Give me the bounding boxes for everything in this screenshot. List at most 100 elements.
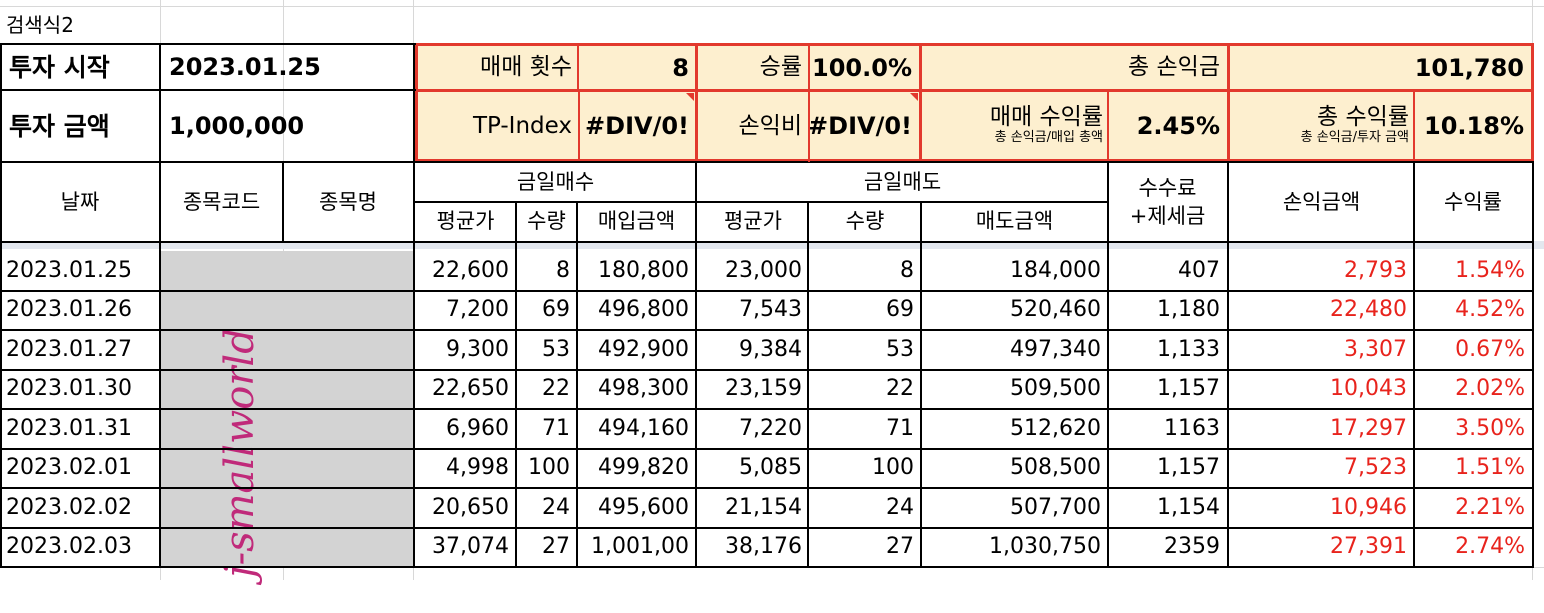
cell-sell-qty[interactable]: 27 [886, 534, 914, 560]
cell-buy-avg[interactable]: 7,200 [446, 297, 509, 323]
header-name[interactable]: 종목명 [319, 189, 377, 214]
cell-pnl[interactable]: 17,297 [1330, 415, 1407, 441]
cell-sell-qty[interactable]: 69 [886, 297, 914, 323]
cell-buy-amount[interactable]: 180,800 [598, 257, 689, 283]
cell-buy-amount[interactable]: 498,300 [598, 376, 689, 402]
cell-buy-avg[interactable]: 9,300 [446, 336, 509, 362]
cell-buy-avg[interactable]: 6,960 [446, 415, 509, 441]
cell-buy-avg[interactable]: 22,650 [432, 376, 509, 402]
cell-buy-amount[interactable]: 494,160 [598, 415, 689, 441]
trade-count-label[interactable]: 매매 횟수 [480, 54, 572, 80]
cell-pnl[interactable]: 10,043 [1330, 376, 1407, 402]
cell-sell-amount[interactable]: 497,340 [1010, 336, 1101, 362]
comment-indicator-icon[interactable] [910, 93, 918, 101]
cell-pnl[interactable]: 27,391 [1330, 534, 1407, 560]
win-rate-label[interactable]: 승률 [759, 54, 802, 80]
cell-sell-amount[interactable]: 509,500 [1010, 376, 1101, 402]
cell-return[interactable]: 2.74% [1455, 534, 1525, 560]
cell-sell-amount[interactable]: 512,620 [1010, 415, 1101, 441]
header-buy-group[interactable]: 금일매수 [516, 170, 595, 194]
cell-sell-avg[interactable]: 23,000 [725, 257, 802, 283]
sheet-label[interactable]: 검색식2 [6, 13, 74, 37]
cell-buy-qty[interactable]: 8 [556, 257, 570, 283]
header-code[interactable]: 종목코드 [182, 189, 261, 214]
cell-pnl[interactable]: 3,307 [1344, 336, 1407, 362]
cell-buy-qty[interactable]: 53 [542, 336, 570, 362]
cell-sell-amount[interactable]: 508,500 [1010, 455, 1101, 481]
cell-sell-avg[interactable]: 23,159 [725, 376, 802, 402]
cell-return[interactable]: 1.51% [1455, 455, 1525, 481]
cell-date[interactable]: 2023.02.02 [6, 494, 132, 520]
tp-index-value[interactable]: #DIV/0! [585, 112, 689, 140]
header-buy-avg[interactable]: 평균가 [436, 209, 495, 233]
total-return-label-cell[interactable]: 총 수익률 총 손익금/투자 금액 [1229, 91, 1414, 161]
cell-buy-avg[interactable]: 20,650 [432, 494, 509, 520]
cell-pnl[interactable]: 10,946 [1330, 494, 1407, 520]
pnl-ratio-value[interactable]: #DIV/0! [809, 112, 912, 140]
cell-buy-qty[interactable]: 24 [542, 494, 570, 520]
cell-sell-avg[interactable]: 9,384 [739, 336, 802, 362]
cell-pnl[interactable]: 2,793 [1344, 257, 1407, 283]
header-buy-amount[interactable]: 매입금액 [597, 209, 676, 233]
cell-date[interactable]: 2023.01.25 [6, 257, 132, 283]
cell-buy-qty[interactable]: 100 [528, 455, 570, 481]
cell-pnl[interactable]: 7,523 [1344, 455, 1407, 481]
cell-fee[interactable]: 407 [1178, 257, 1220, 283]
cell-sell-avg[interactable]: 7,220 [739, 415, 802, 441]
cell-sell-avg[interactable]: 7,543 [739, 297, 802, 323]
cell-sell-amount[interactable]: 1,030,750 [989, 534, 1101, 560]
cell-sell-amount[interactable]: 507,700 [1010, 494, 1101, 520]
comment-indicator-icon[interactable] [686, 93, 694, 101]
cell-buy-avg[interactable]: 22,600 [432, 257, 509, 283]
cell-buy-avg[interactable]: 37,074 [432, 534, 509, 560]
cell-sell-amount[interactable]: 520,460 [1010, 297, 1101, 323]
cell-return[interactable]: 4.52% [1455, 297, 1525, 323]
cell-buy-amount[interactable]: 496,800 [598, 297, 689, 323]
cell-date[interactable]: 2023.01.30 [6, 376, 132, 402]
cell-pnl[interactable]: 22,480 [1330, 297, 1407, 323]
cell-fee[interactable]: 2359 [1164, 534, 1220, 560]
header-sell-qty[interactable]: 수량 [845, 209, 885, 233]
header-buy-qty[interactable]: 수량 [527, 209, 566, 233]
total-pnl-label[interactable]: 총 손익금 [1128, 54, 1220, 80]
cell-sell-qty[interactable]: 24 [886, 494, 914, 520]
cell-sell-qty[interactable]: 8 [900, 257, 914, 283]
header-sell-amount[interactable]: 매도금액 [975, 209, 1054, 233]
header-fee[interactable]: 수수료 +제세금 [1108, 163, 1227, 241]
cell-fee[interactable]: 1,133 [1157, 336, 1220, 362]
cell-buy-amount[interactable]: 492,900 [598, 336, 689, 362]
cell-sell-avg[interactable]: 38,176 [725, 534, 802, 560]
tp-index-label[interactable]: TP-Index [472, 112, 572, 139]
header-sell-group[interactable]: 금일매도 [863, 170, 942, 194]
pnl-ratio-label[interactable]: 손익비 [738, 112, 802, 139]
cell-date[interactable]: 2023.02.03 [6, 534, 132, 560]
cell-return[interactable]: 2.21% [1455, 494, 1525, 520]
cell-return[interactable]: 3.50% [1455, 415, 1525, 441]
cell-buy-qty[interactable]: 27 [542, 534, 570, 560]
cell-date[interactable]: 2023.02.01 [6, 455, 132, 481]
cell-sell-amount[interactable]: 184,000 [1010, 257, 1101, 283]
win-rate-value[interactable]: 100.0% [812, 53, 912, 82]
trade-return-value[interactable]: 2.45% [1136, 112, 1220, 140]
cell-return[interactable]: 1.54% [1455, 257, 1525, 283]
cell-fee[interactable]: 1,154 [1157, 494, 1220, 520]
trade-return-label-cell[interactable]: 매매 수익률 총 손익금/매입 총액 [921, 91, 1108, 161]
cell-buy-qty[interactable]: 71 [542, 415, 570, 441]
total-pnl-value[interactable]: 101,780 [1414, 53, 1524, 82]
cell-date[interactable]: 2023.01.26 [6, 297, 132, 323]
cell-sell-qty[interactable]: 22 [886, 376, 914, 402]
start-value[interactable]: 2023.01.25 [169, 53, 321, 81]
cell-fee[interactable]: 1,180 [1157, 297, 1220, 323]
cell-date[interactable]: 2023.01.31 [6, 415, 132, 441]
cell-buy-qty[interactable]: 69 [542, 297, 570, 323]
amount-label[interactable]: 투자 금액 [9, 111, 110, 141]
cell-buy-avg[interactable]: 4,998 [446, 455, 509, 481]
header-sell-avg[interactable]: 평균가 [724, 209, 782, 233]
cell-fee[interactable]: 1,157 [1157, 455, 1220, 481]
cell-sell-avg[interactable]: 21,154 [725, 494, 802, 520]
cell-sell-qty[interactable]: 100 [872, 455, 914, 481]
cell-date[interactable]: 2023.01.27 [6, 336, 132, 362]
cell-buy-amount[interactable]: 495,600 [598, 494, 689, 520]
cell-fee[interactable]: 1,157 [1157, 376, 1220, 402]
amount-value[interactable]: 1,000,000 [169, 112, 305, 140]
